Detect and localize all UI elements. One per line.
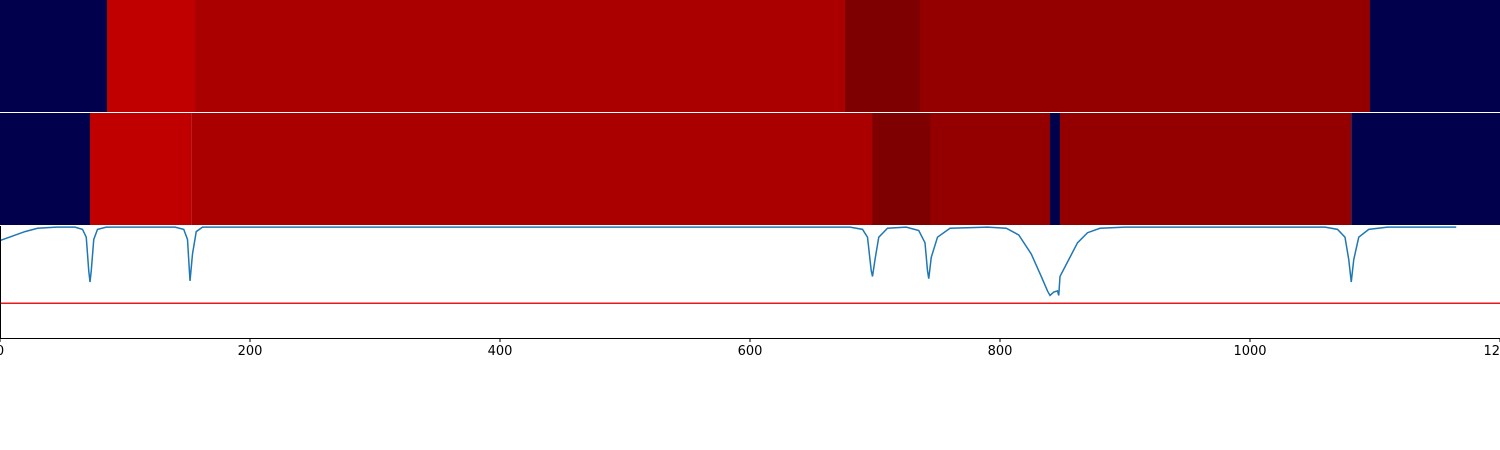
x-tick-label: 0 bbox=[0, 344, 4, 359]
segment bbox=[0, 113, 90, 225]
segment bbox=[1351, 113, 1500, 225]
x-tick-label: 800 bbox=[988, 344, 1013, 359]
segment bbox=[107, 0, 195, 112]
segment bbox=[1050, 113, 1060, 225]
segment bbox=[930, 113, 1050, 225]
segment bbox=[0, 0, 107, 112]
segment bbox=[1370, 0, 1500, 112]
segment bbox=[191, 113, 873, 225]
segment bbox=[845, 0, 920, 112]
x-tick-label: 400 bbox=[488, 344, 513, 359]
x-tick-label: 200 bbox=[238, 344, 263, 359]
segment bbox=[90, 113, 192, 225]
line-series bbox=[0, 226, 1457, 297]
x-tick-label: 600 bbox=[738, 344, 763, 359]
segment bbox=[920, 0, 1370, 112]
x-tick-label: 1200 bbox=[1483, 344, 1500, 359]
segment bbox=[872, 113, 930, 225]
segment bbox=[1060, 113, 1352, 225]
x-tick-label: 1000 bbox=[1233, 344, 1266, 359]
segment bbox=[195, 0, 845, 112]
